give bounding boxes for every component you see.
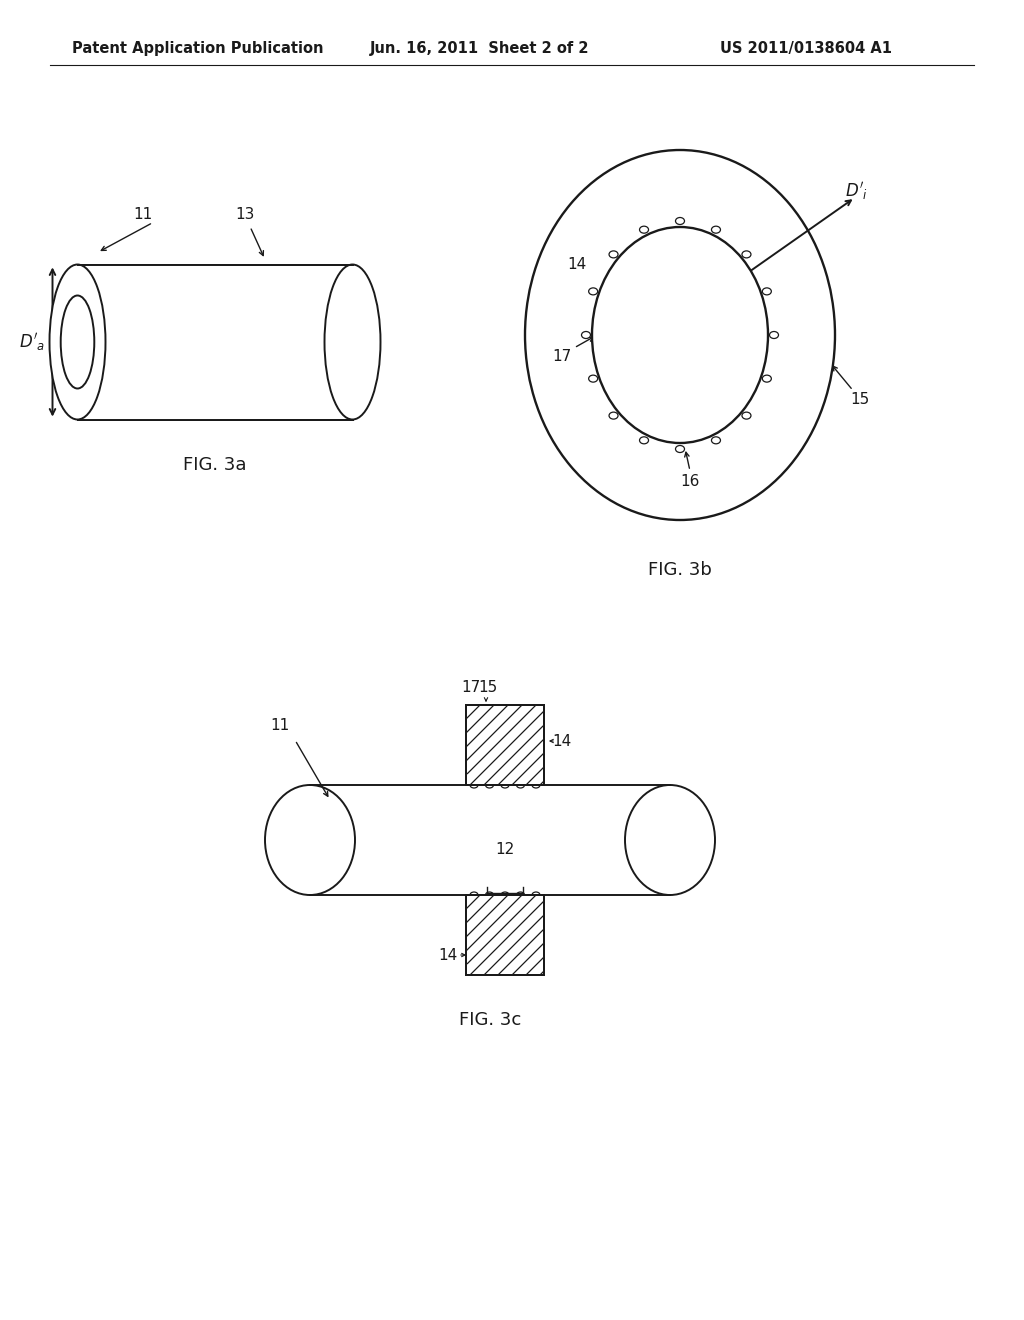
Text: $D'_a$: $D'_a$ [19,331,46,352]
Text: Patent Application Publication: Patent Application Publication [72,41,324,55]
Ellipse shape [49,264,105,420]
Ellipse shape [592,227,768,444]
Ellipse shape [525,150,835,520]
Ellipse shape [325,264,381,420]
Text: 11: 11 [133,207,153,222]
Text: 14: 14 [438,948,458,962]
Ellipse shape [742,412,751,420]
Bar [466,895,544,975]
Ellipse shape [676,218,684,224]
Ellipse shape [589,288,598,294]
Text: 13: 13 [236,207,255,222]
Bar [78,264,220,420]
Text: 15: 15 [478,680,498,694]
Text: US 2011/0138604 A1: US 2011/0138604 A1 [720,41,892,55]
Ellipse shape [265,785,355,895]
Bar [466,705,544,785]
Bar [466,705,544,785]
Ellipse shape [762,375,771,381]
Ellipse shape [609,251,618,257]
Ellipse shape [742,251,751,257]
Text: 17: 17 [552,348,571,364]
Ellipse shape [589,375,598,381]
Text: FIG. 3b: FIG. 3b [648,561,712,579]
Ellipse shape [640,437,648,444]
Text: FIG. 3c: FIG. 3c [459,1011,521,1030]
Text: $D'_i$: $D'_i$ [846,180,868,202]
Text: 16: 16 [680,474,699,488]
Ellipse shape [582,331,591,338]
Ellipse shape [625,785,715,895]
Ellipse shape [712,226,721,234]
Bar [466,895,544,975]
Ellipse shape [769,331,778,338]
Text: 15: 15 [850,392,869,408]
Text: Jun. 16, 2011  Sheet 2 of 2: Jun. 16, 2011 Sheet 2 of 2 [370,41,590,55]
Text: 14: 14 [552,734,571,748]
Text: 17: 17 [462,680,480,694]
Ellipse shape [609,412,618,420]
Text: FIG. 3a: FIG. 3a [183,455,247,474]
Ellipse shape [640,226,648,234]
Bar [78,264,352,420]
Ellipse shape [712,437,721,444]
Ellipse shape [676,446,684,453]
Text: 12: 12 [496,842,515,857]
Bar [310,785,670,895]
Text: 14: 14 [567,257,587,272]
Ellipse shape [60,296,94,388]
Text: 11: 11 [270,718,290,733]
Ellipse shape [762,288,771,294]
